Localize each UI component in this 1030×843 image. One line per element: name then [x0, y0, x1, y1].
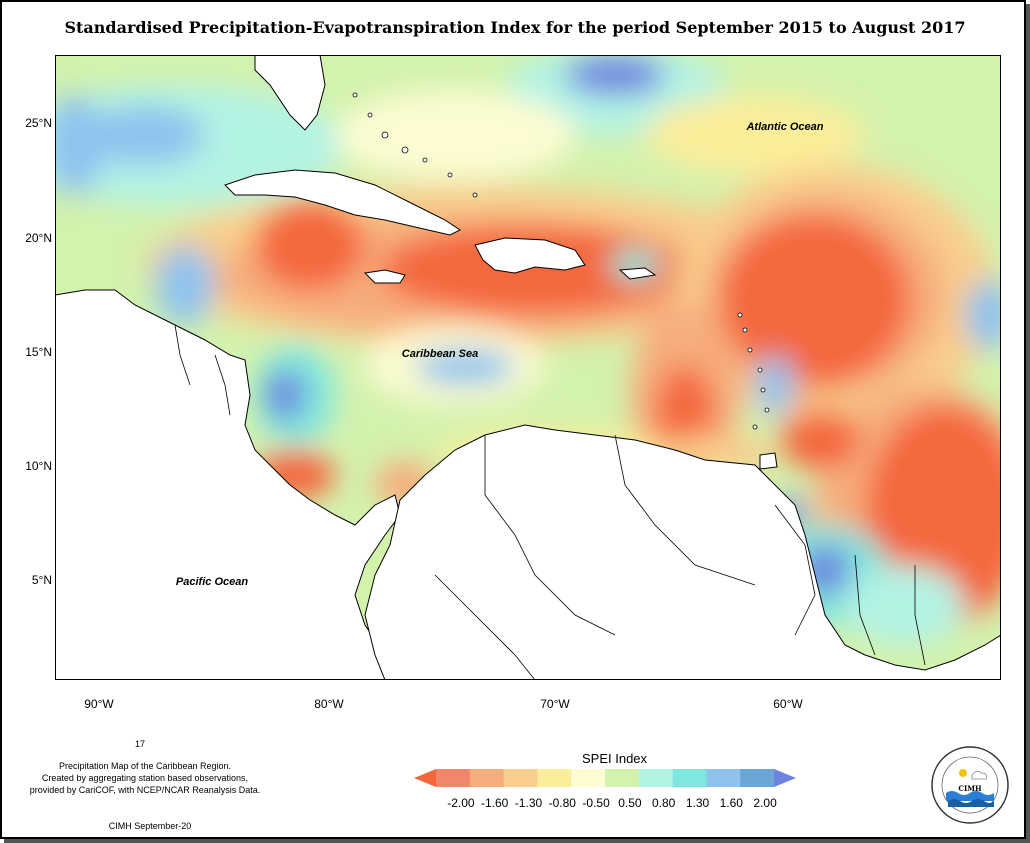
- legend-swatch: [469, 769, 505, 787]
- lat-label-25: 25°N: [25, 116, 52, 130]
- atlantic-ocean-label: Atlantic Ocean: [745, 121, 823, 133]
- legend-tick-label: -1.60: [481, 796, 509, 810]
- logo-text: CIMH: [958, 784, 982, 793]
- map-title: Standardised Precipitation-Evapotranspir…: [64, 18, 966, 37]
- legend-arrow-high: [774, 769, 796, 787]
- legend-tick-label: -0.80: [548, 796, 576, 810]
- lon-label-70: 70°W: [540, 697, 570, 711]
- legend-tick-label: -2.00: [447, 796, 475, 810]
- cimh-logo: CIMH: [931, 746, 1009, 824]
- color-legend: [414, 769, 796, 787]
- caribbean-sea-label: Caribbean Sea: [402, 348, 478, 360]
- legend-swatch: [672, 769, 707, 787]
- legend-tick-label: -1.30: [514, 796, 543, 810]
- small-islands: [352, 92, 770, 430]
- credit-note: CIMH September-20: [108, 821, 192, 831]
- page-number: 17: [134, 739, 145, 749]
- legend-tick-label: 1.30: [685, 796, 710, 810]
- spei-field: [55, 55, 1001, 645]
- legend-arrow-low: [414, 769, 436, 787]
- borders: [174, 324, 926, 680]
- legend-tick-label: 1.60: [719, 796, 743, 810]
- legend-tick-label: 2.00: [753, 796, 777, 810]
- legend-swatch: [537, 769, 572, 787]
- lon-label-90: 90°W: [84, 697, 114, 711]
- lat-label-15: 15°N: [25, 345, 52, 359]
- legend-swatch: [605, 769, 640, 787]
- legend-swatch: [706, 769, 741, 787]
- legend-swatch: [503, 769, 538, 787]
- spei-map: Atlantic Ocean Caribbean Sea Pacific Oce…: [55, 55, 1001, 680]
- legend-tick-label: 0.80: [652, 796, 676, 810]
- legend-tick-label: 0.50: [618, 796, 642, 810]
- lat-label-20: 20°N: [25, 231, 52, 245]
- lat-label-5: 5°N: [31, 573, 52, 587]
- lon-label-80: 80°W: [314, 697, 344, 711]
- lon-label-60: 60°W: [773, 697, 803, 711]
- legend-swatch: [436, 769, 471, 787]
- legend-swatch: [740, 769, 775, 787]
- lat-label-10: 10°N: [25, 459, 52, 473]
- legend-swatch: [571, 769, 606, 787]
- map-border: [55, 55, 1001, 680]
- legend-swatch: [638, 769, 674, 787]
- legend-tick-label: -0.50: [582, 796, 610, 810]
- pacific-ocean-label: Pacific Ocean: [176, 576, 248, 588]
- description-note: Precipitation Map of the Caribbean Regio…: [29, 761, 261, 795]
- legend-title: SPEI Index: [582, 751, 648, 766]
